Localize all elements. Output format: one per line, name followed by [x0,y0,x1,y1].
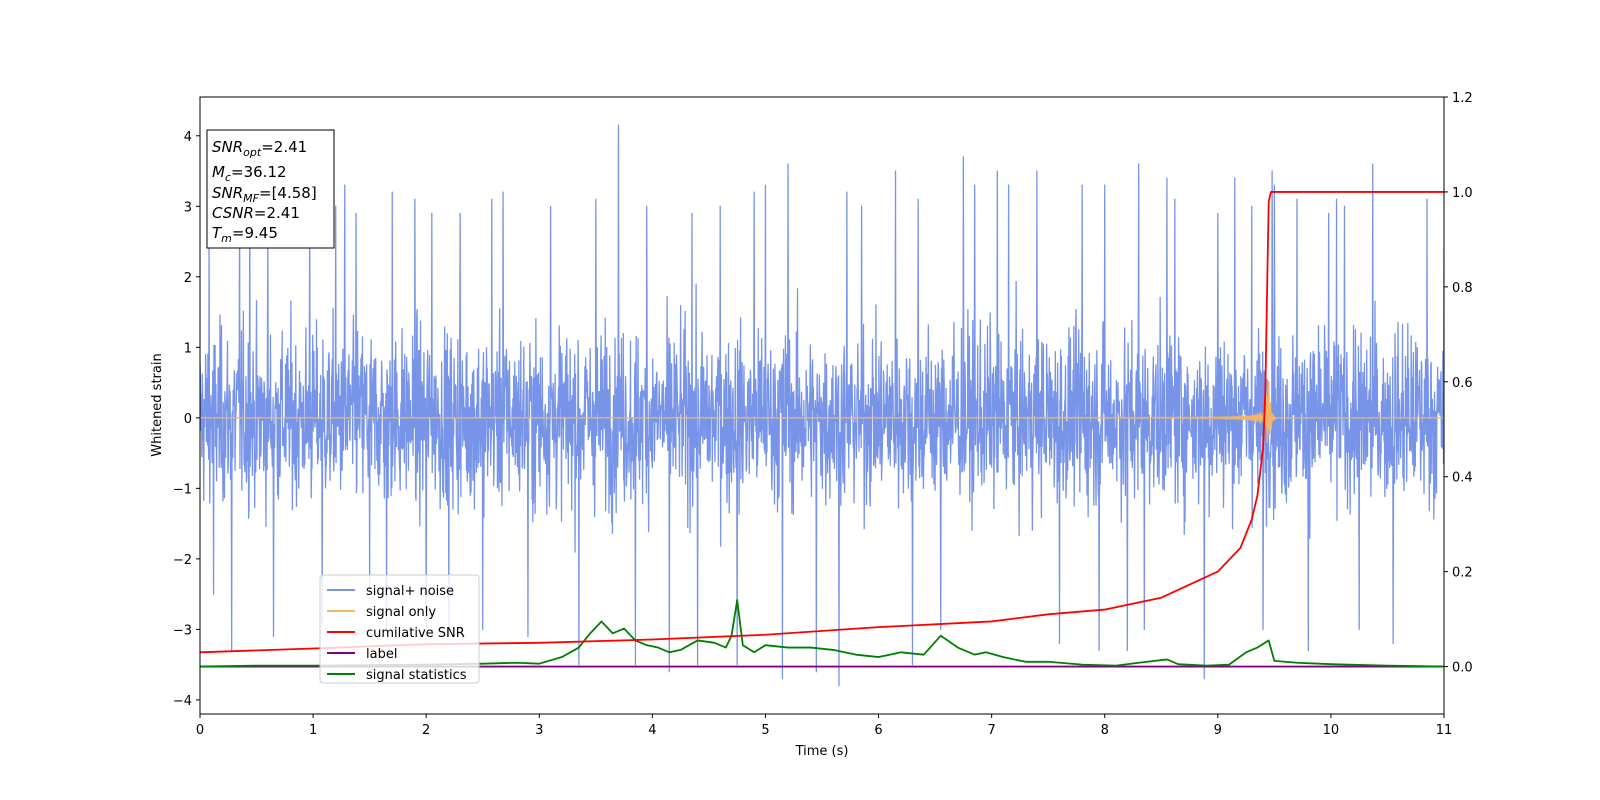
y-left-tick-label: 1 [184,341,192,356]
legend-label: signal statistics [366,668,467,683]
stat-tm-sub: m [221,232,232,245]
stat-csnr-value: =2.41 [254,204,300,222]
y-left-tick-label: −3 [173,623,192,638]
stat-snr-mf-value: =[4.58] [259,184,317,202]
stat-snr-mf-base: SNR [212,184,243,202]
x-tick-label: 6 [874,723,882,738]
legend-frame [319,574,480,684]
y-left-tick-label: 2 [184,271,192,286]
x-axis-ticks: 0 1 2 3 4 5 6 7 8 9 10 11 [196,714,1452,738]
series-cumulative-snr-line [200,191,1444,654]
x-tick-label: 10 [1323,723,1340,738]
plot-frame [199,96,1445,715]
x-tick-label: 0 [196,723,204,738]
x-tick-label: 9 [1214,723,1222,738]
stat-mc-sub: c [225,171,231,184]
legend-label: signal only [366,605,436,620]
stat-snr-mf: SNRMF=[4.58] [212,184,317,205]
y-right-tick-label: 0.8 [1452,281,1473,296]
legend-label: label [366,647,397,662]
x-tick-label: 11 [1436,723,1453,738]
stat-csnr-base: CSNR [212,204,254,222]
y-right-tick-label: 0.6 [1452,376,1473,391]
stats-box-frame [206,129,335,249]
stat-snr-opt-sub: opt [243,146,262,159]
series-signal-noise-line [200,124,1444,687]
stat-mc: Mc=36.12 [212,163,287,184]
y-left-tick-label: −4 [173,694,192,709]
y-left-tick-label: −1 [173,482,192,497]
series-signal-only-line [200,380,1444,443]
stat-snr-opt: SNRopt=2.41 [212,138,307,159]
y-right-tick-label: 0.0 [1452,661,1473,676]
stat-snr-mf-sub: MF [243,192,259,205]
stat-tm-value: =9.45 [232,224,278,242]
x-tick-label: 3 [535,723,543,738]
x-tick-label: 2 [422,723,430,738]
x-tick-label: 5 [761,723,769,738]
stat-snr-opt-value: =2.41 [261,138,307,156]
stat-csnr: CSNR=2.41 [212,204,300,222]
y-right-tick-label: 1.2 [1452,91,1473,106]
x-axis-label: Time (s) [795,744,849,759]
stat-tm: Tm=9.45 [212,224,278,245]
chart-legend: signal+ noise signal only cumilative SNR la… [319,574,480,684]
y-right-tick-label: 0.2 [1452,566,1473,581]
y-right-tick-label: 0.4 [1452,471,1473,486]
stat-mc-base: M [212,163,225,181]
legend-label: signal+ noise [366,584,454,599]
series-signal-statistics-line [200,599,1444,668]
legend-items: signal+ noise signal only cumilative SNR la… [327,584,467,683]
stat-mc-value: =36.12 [231,163,287,181]
stat-snr-opt-base: SNR [212,138,243,156]
x-tick-label: 8 [1101,723,1109,738]
y-left-tick-label: 4 [184,130,192,145]
y-left-tick-label: 3 [184,200,192,215]
x-tick-label: 1 [309,723,317,738]
x-tick-label: 7 [987,723,995,738]
stats-annotation-box: SNRopt=2.41 Mc=36.12 SNRMF=[4.58] CSNR=2… [206,129,335,249]
x-tick-label: 4 [648,723,656,738]
y-axis-left-ticks: −4 −3 −2 −1 0 1 2 3 4 [173,130,200,709]
stat-tm-base: T [212,224,223,242]
y-axis-right-ticks: 0.0 0.2 0.4 0.6 0.8 1.0 1.2 [1444,91,1473,676]
legend-label: cumilative SNR [366,626,465,641]
y-left-tick-label: 0 [184,412,192,427]
y-axis-label: Whitened strain [150,353,165,456]
y-right-tick-label: 1.0 [1452,186,1473,201]
y-left-tick-label: −2 [173,553,192,568]
